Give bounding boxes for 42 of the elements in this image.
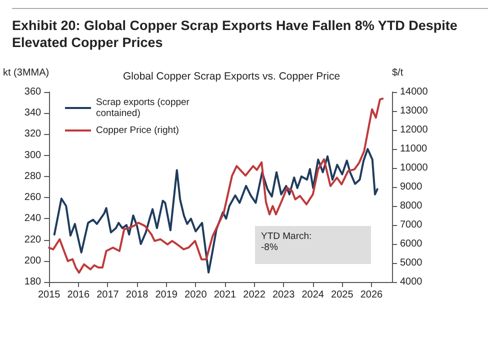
- x-tick-label: 2026: [360, 290, 384, 300]
- line-series: [53, 148, 378, 274]
- y2-tick-label: 12000: [400, 124, 428, 136]
- y2-tick-label: 6000: [400, 238, 423, 250]
- x-tick-label: 2019: [155, 290, 178, 300]
- x-tick-label: 2018: [126, 290, 149, 300]
- x-tick-label: 2025: [331, 290, 354, 300]
- y2-tick-label: 14000: [400, 86, 428, 98]
- y2-tick-label: 5000: [400, 258, 423, 268]
- legend-label: Copper Price (right): [96, 125, 179, 136]
- y2-tick-label: 11000: [400, 144, 428, 154]
- y-tick-label: 320: [24, 128, 42, 140]
- y2-tick-label: 9000: [400, 182, 423, 192]
- legend-label: Scrap exports (copper contained): [96, 97, 192, 119]
- x-tick-label: 2017: [96, 290, 120, 300]
- x-tick-label: 2022: [243, 290, 266, 300]
- annotation: YTD March: -8%: [261, 231, 312, 253]
- y2-axis-title: $/t: [392, 68, 404, 78]
- y2-tick-label: 8000: [400, 200, 423, 212]
- y-tick-label: 180: [24, 276, 42, 288]
- chart-subtitle: Global Copper Scrap Exports vs. Copper Price: [123, 70, 340, 82]
- y-tick-label: 240: [24, 213, 42, 224]
- x-tick-label: 2024: [302, 290, 324, 300]
- x-tick-label: 2015: [38, 290, 61, 300]
- chart-title: Exhibit 20: Global Copper Scrap Exports Have Fallen 8% YTD Despite Elevated Copper Prices: [12, 8, 488, 51]
- y2-tick-label: 10000: [400, 162, 428, 174]
- y-tick-label: 360: [24, 86, 42, 98]
- y-axis-title: kt (3MMA): [3, 68, 50, 78]
- x-tick-label: 2023: [272, 290, 296, 300]
- y2-tick-label: 13000: [400, 106, 428, 116]
- x-tick-label: 2021: [214, 290, 237, 300]
- y-tick-label: 340: [24, 108, 42, 119]
- y-tick-label: 300: [24, 150, 42, 161]
- x-tick-label: 2016: [67, 290, 90, 300]
- y-tick-label: 280: [24, 170, 42, 182]
- y2-tick-label: 4000: [400, 276, 423, 288]
- y-tick-label: 220: [24, 234, 42, 246]
- y-tick-label: 200: [24, 255, 42, 266]
- y2-tick-label: 7000: [400, 220, 423, 230]
- line-series: [48, 98, 384, 274]
- y-tick-label: 260: [24, 192, 42, 204]
- x-tick-label: 2020: [184, 290, 208, 300]
